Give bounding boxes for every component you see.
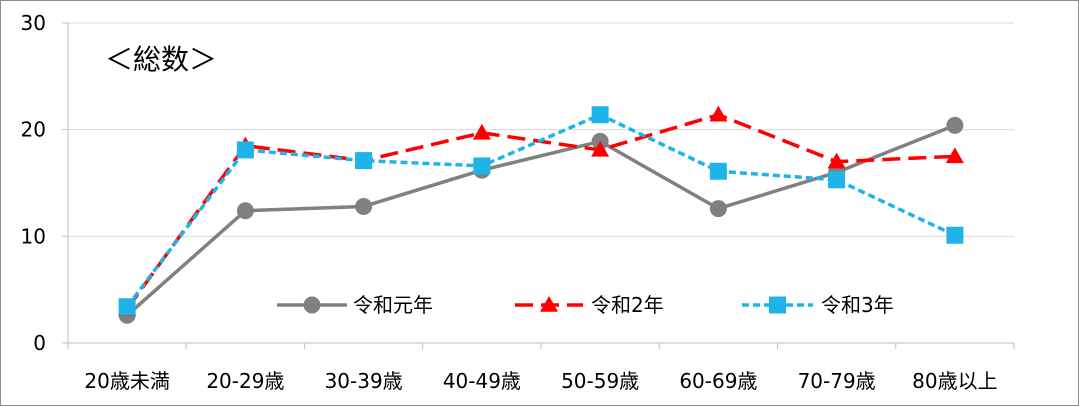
gridlines: [68, 22, 1014, 237]
legend-marker: [769, 296, 786, 314]
legend-marker: [540, 296, 558, 312]
data-point: [591, 140, 610, 157]
data-point: [591, 106, 609, 124]
x-tick-label: 20-29歳: [206, 369, 284, 393]
data-point: [827, 152, 846, 169]
y-tick-labels: 0 10 20 30: [21, 11, 46, 355]
data-point: [709, 200, 727, 218]
y-tick-label: 0: [33, 331, 46, 355]
legend: 令和元年 令和2年 令和3年: [277, 293, 894, 317]
data-point: [473, 157, 491, 175]
legend-marker: [303, 296, 321, 314]
data-point: [118, 298, 136, 316]
x-tick-label: 80歳以上: [912, 369, 997, 393]
x-tick-labels: 20歳未満 20-29歳 30-39歳 40-49歳 50-59歳 60-69歳 70-79…: [84, 369, 997, 393]
legend-item: 令和3年: [742, 293, 894, 317]
data-point: [355, 197, 373, 215]
x-tick-label: 50-59歳: [561, 369, 639, 393]
x-tick-label: 40-49歳: [443, 369, 521, 393]
data-point: [709, 105, 728, 122]
series-group: [118, 105, 964, 324]
x-tick-label: 60-69歳: [679, 369, 757, 393]
axes: [62, 22, 1015, 349]
x-tick-label: 20歳未満: [84, 369, 169, 393]
data-point: [236, 141, 254, 159]
chart-annotation: ＜総数＞: [105, 43, 217, 76]
series-3: [118, 106, 964, 316]
y-tick-label: 20: [21, 118, 46, 142]
legend-label: 令和元年: [353, 293, 433, 317]
data-point: [709, 162, 727, 180]
legend-item: 令和元年: [277, 293, 433, 317]
data-point: [945, 147, 964, 164]
data-point: [355, 152, 373, 170]
legend-label: 令和2年: [591, 293, 664, 317]
x-tick-label: 30-39歳: [325, 369, 403, 393]
series-line: [125, 112, 956, 308]
data-point: [946, 226, 964, 244]
data-point: [472, 123, 491, 140]
x-tick-label: 70-79歳: [798, 369, 876, 393]
y-tick-label: 10: [21, 224, 46, 248]
y-tick-label: 30: [21, 11, 46, 35]
legend-item: 令和2年: [515, 293, 664, 317]
data-point: [946, 116, 964, 134]
data-point: [828, 171, 846, 189]
data-point: [236, 202, 254, 220]
legend-label: 令和3年: [821, 293, 894, 317]
